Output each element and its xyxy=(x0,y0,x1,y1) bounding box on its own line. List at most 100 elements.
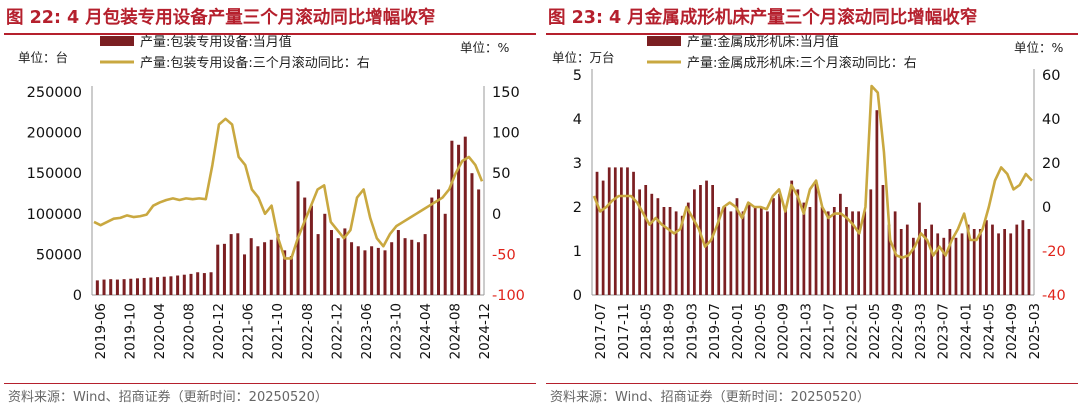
bar xyxy=(477,189,481,295)
bar xyxy=(470,173,474,295)
right-tick-label: 50 xyxy=(492,166,510,182)
x-tick-label: 2024-01 xyxy=(959,303,975,359)
x-tick-label: 2024-04 xyxy=(418,303,434,359)
x-tick-label: 2020-01 xyxy=(730,303,746,359)
x-tick-label: 2017-07 xyxy=(593,303,609,359)
x-tick-label: 2022-09 xyxy=(890,303,906,359)
left-axis-unit: 单位：万台 xyxy=(552,50,615,65)
bar xyxy=(912,237,915,295)
bar xyxy=(796,189,800,295)
x-tick-label: 2021-03 xyxy=(799,303,815,359)
bar xyxy=(182,274,186,295)
bar xyxy=(396,230,400,295)
bar xyxy=(283,250,287,295)
bar xyxy=(236,233,240,295)
bar xyxy=(729,211,733,295)
bar xyxy=(122,279,126,295)
x-tick-label: 2022-08 xyxy=(300,303,316,359)
bar xyxy=(869,189,873,295)
bar xyxy=(857,211,860,295)
bar xyxy=(985,220,988,295)
right-axis-unit: 单位：% xyxy=(1014,40,1064,55)
bar xyxy=(936,233,940,295)
bar xyxy=(95,280,99,295)
title-rule xyxy=(4,33,536,35)
bar xyxy=(189,273,193,295)
bar xyxy=(336,238,340,295)
source-note: 资料来源：Wind、招商证券（更新时间：20250520） xyxy=(550,390,870,405)
bar xyxy=(376,247,380,295)
bar xyxy=(437,189,441,295)
bar xyxy=(875,110,879,295)
right-tick-label: 60 xyxy=(1042,68,1060,84)
x-tick-label: 2019-10 xyxy=(123,303,139,359)
source-note: 资料来源：Wind、招商证券（更新时间：20250520） xyxy=(8,390,328,405)
bar xyxy=(887,224,891,295)
bar xyxy=(905,224,909,295)
bar xyxy=(924,229,927,295)
x-tick-label: 2018-09 xyxy=(662,303,678,359)
source-rule xyxy=(4,383,536,384)
bar xyxy=(430,197,434,295)
right-tick-label: 0 xyxy=(492,207,501,223)
bar xyxy=(948,229,952,295)
bar xyxy=(1021,220,1025,295)
x-tick-label: 2020-12 xyxy=(211,303,227,359)
bar xyxy=(680,215,684,295)
x-tick-label: 2021-06 xyxy=(241,303,257,359)
bar xyxy=(759,207,763,295)
bar xyxy=(162,276,166,295)
bar xyxy=(202,273,206,295)
bar xyxy=(899,229,903,295)
x-tick-label: 2021-07 xyxy=(821,303,837,359)
right-tick-label: -100 xyxy=(492,288,525,304)
bar xyxy=(644,185,648,295)
bar xyxy=(699,185,702,295)
bar xyxy=(918,202,921,295)
bar xyxy=(1015,224,1019,295)
x-tick-label: 2024-09 xyxy=(1004,303,1020,359)
bar xyxy=(390,242,394,295)
x-tick-label: 2024-08 xyxy=(448,303,464,359)
bar xyxy=(356,246,360,295)
left-tick-label: 1 xyxy=(573,244,582,260)
bar xyxy=(845,207,848,295)
title-rule xyxy=(546,33,1078,35)
bar xyxy=(881,185,885,295)
series-line xyxy=(93,117,484,260)
x-tick-label: 2024-12 xyxy=(477,303,493,359)
x-tick-label: 2023-06 xyxy=(359,303,375,359)
bar xyxy=(176,275,180,295)
x-tick-label: 2018-05 xyxy=(639,303,655,359)
left-tick-label: 0 xyxy=(573,288,582,304)
bar xyxy=(209,272,213,295)
x-tick-label: 2019-07 xyxy=(707,303,723,359)
bar xyxy=(316,234,320,295)
left-tick-label: 50000 xyxy=(36,247,82,263)
bar xyxy=(416,242,420,295)
bar xyxy=(942,237,946,295)
right-tick-label: 20 xyxy=(1042,156,1060,172)
bar xyxy=(263,242,267,295)
right-tick-label: -50 xyxy=(492,247,516,263)
bar xyxy=(656,198,660,295)
bar xyxy=(662,207,666,295)
left-tick-label: 100000 xyxy=(27,207,82,223)
bar xyxy=(329,230,333,295)
bar xyxy=(638,189,641,295)
bar xyxy=(129,278,133,295)
chart-title: 图 23: 4 月金属成形机床产量三个月滚动同比增幅收窄 xyxy=(548,8,978,28)
bar xyxy=(303,197,307,295)
right-axis-unit: 单位：% xyxy=(460,40,510,55)
bar xyxy=(450,140,454,295)
bar xyxy=(269,239,273,295)
bar xyxy=(705,180,708,295)
bar xyxy=(686,202,690,295)
legend-label-bar: 产量:包装专用设备:当月值 xyxy=(140,34,292,50)
bar xyxy=(723,207,727,295)
bar xyxy=(808,207,812,295)
left-tick-label: 4 xyxy=(573,112,582,128)
bar xyxy=(960,233,964,295)
x-tick-label: 2022-01 xyxy=(844,303,860,359)
left-tick-label: 200000 xyxy=(27,126,82,142)
